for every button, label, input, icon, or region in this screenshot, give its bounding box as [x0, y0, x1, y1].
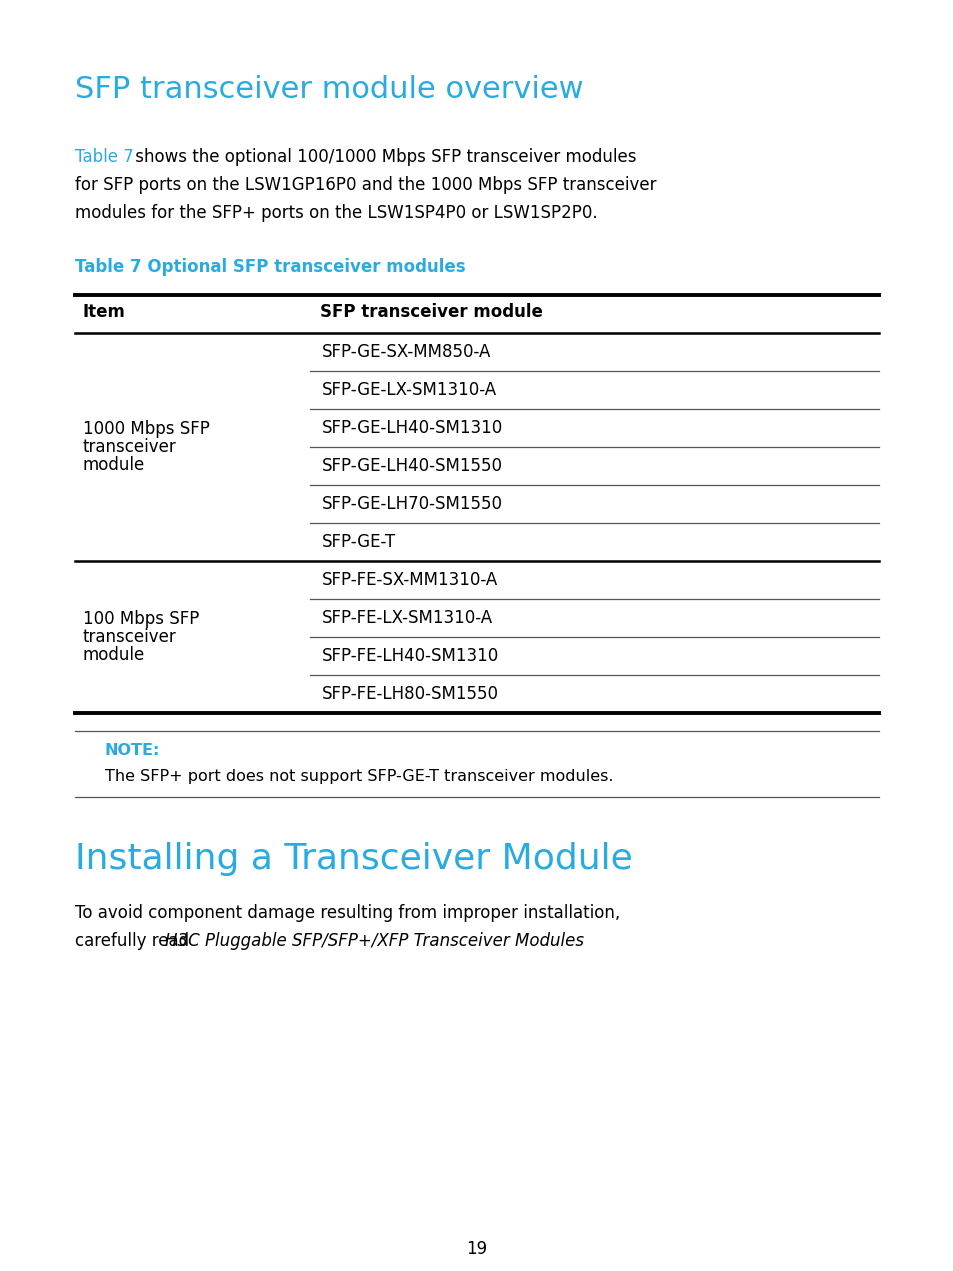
- Text: SFP-GE-T: SFP-GE-T: [322, 533, 395, 552]
- Text: carefully read: carefully read: [75, 932, 194, 949]
- Text: for SFP ports on the LSW1GP16P0 and the 1000 Mbps SFP transceiver: for SFP ports on the LSW1GP16P0 and the …: [75, 175, 656, 194]
- Text: NOTE:: NOTE:: [105, 744, 160, 758]
- Text: Table 7 Optional SFP transceiver modules: Table 7 Optional SFP transceiver modules: [75, 258, 465, 276]
- Text: modules for the SFP+ ports on the LSW1SP4P0 or LSW1SP2P0.: modules for the SFP+ ports on the LSW1SP…: [75, 205, 597, 222]
- Text: 1000 Mbps SFP: 1000 Mbps SFP: [83, 419, 210, 438]
- Text: 100 Mbps SFP: 100 Mbps SFP: [83, 610, 199, 628]
- Text: module: module: [83, 456, 145, 474]
- Text: To avoid component damage resulting from improper installation,: To avoid component damage resulting from…: [75, 904, 619, 921]
- Text: SFP-FE-LX-SM1310-A: SFP-FE-LX-SM1310-A: [322, 609, 493, 627]
- Text: SFP-GE-LX-SM1310-A: SFP-GE-LX-SM1310-A: [322, 381, 497, 399]
- Text: SFP transceiver module overview: SFP transceiver module overview: [75, 75, 583, 104]
- Text: SFP-GE-LH40-SM1550: SFP-GE-LH40-SM1550: [322, 458, 502, 475]
- Text: SFP-FE-LH80-SM1550: SFP-FE-LH80-SM1550: [322, 685, 498, 703]
- Text: The SFP+ port does not support SFP-GE-T transceiver modules.: The SFP+ port does not support SFP-GE-T …: [105, 769, 613, 784]
- Text: module: module: [83, 646, 145, 663]
- Text: H3C Pluggable SFP/SFP+/XFP Transceiver Modules: H3C Pluggable SFP/SFP+/XFP Transceiver M…: [165, 932, 583, 949]
- Text: SFP-GE-LH70-SM1550: SFP-GE-LH70-SM1550: [322, 494, 502, 513]
- Text: SFP-GE-SX-MM850-A: SFP-GE-SX-MM850-A: [322, 343, 491, 361]
- Text: 19: 19: [466, 1240, 487, 1258]
- Text: transceiver: transceiver: [83, 438, 176, 456]
- Text: Installing a Transceiver Module: Installing a Transceiver Module: [75, 841, 632, 876]
- Text: Table 7: Table 7: [75, 147, 133, 167]
- Text: transceiver: transceiver: [83, 628, 176, 646]
- Text: SFP transceiver module: SFP transceiver module: [319, 302, 542, 322]
- Text: shows the optional 100/1000 Mbps SFP transceiver modules: shows the optional 100/1000 Mbps SFP tra…: [130, 147, 636, 167]
- Text: SFP-FE-SX-MM1310-A: SFP-FE-SX-MM1310-A: [322, 571, 497, 588]
- Text: SFP-FE-LH40-SM1310: SFP-FE-LH40-SM1310: [322, 647, 498, 665]
- Text: SFP-GE-LH40-SM1310: SFP-GE-LH40-SM1310: [322, 419, 503, 437]
- Text: Item: Item: [83, 302, 126, 322]
